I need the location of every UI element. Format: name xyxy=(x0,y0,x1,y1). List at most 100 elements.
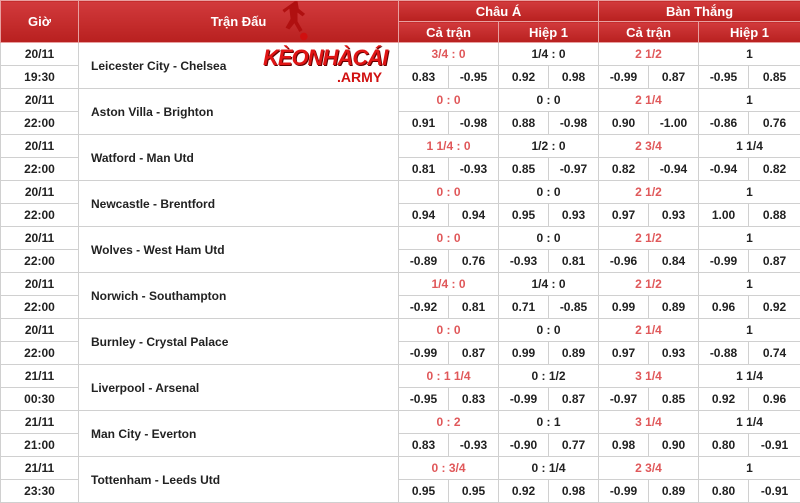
odds-value[interactable]: 0.96 xyxy=(749,388,800,411)
odds-value[interactable]: -0.97 xyxy=(549,158,599,181)
match-teams[interactable]: Tottenham - Leeds Utd xyxy=(79,457,399,503)
odds-value[interactable]: 0.96 xyxy=(699,296,749,319)
odds-value[interactable]: 0.85 xyxy=(749,66,800,89)
odds-value[interactable]: 0.80 xyxy=(699,480,749,503)
odds-value[interactable]: 0.71 xyxy=(499,296,549,319)
odds-value[interactable]: 0.91 xyxy=(399,112,449,135)
odds-value[interactable]: -0.94 xyxy=(699,158,749,181)
odds-value[interactable]: 0.90 xyxy=(649,434,699,457)
odds-value[interactable]: -0.93 xyxy=(449,434,499,457)
odds-value[interactable]: 0.83 xyxy=(449,388,499,411)
match-date: 20/11 xyxy=(1,227,79,250)
over-under: 3 1/4 xyxy=(599,411,699,434)
odds-value[interactable]: -0.94 xyxy=(649,158,699,181)
odds-value[interactable]: -0.97 xyxy=(599,388,649,411)
odds-value[interactable]: 0.89 xyxy=(549,342,599,365)
odds-value[interactable]: 0.77 xyxy=(549,434,599,457)
odds-value[interactable]: 0.95 xyxy=(449,480,499,503)
odds-value[interactable]: 0.81 xyxy=(399,158,449,181)
odds-value[interactable]: -0.99 xyxy=(399,342,449,365)
odds-value[interactable]: 0.81 xyxy=(449,296,499,319)
odds-value[interactable]: 0.97 xyxy=(599,204,649,227)
match-teams[interactable]: Man City - Everton xyxy=(79,411,399,457)
odds-value[interactable]: 0.74 xyxy=(749,342,800,365)
match-teams[interactable]: Watford - Man Utd xyxy=(79,135,399,181)
odds-value[interactable]: -0.95 xyxy=(449,66,499,89)
odds-value[interactable]: -0.98 xyxy=(449,112,499,135)
match-teams[interactable]: Leicester City - Chelsea xyxy=(79,43,399,89)
asian-handicap: 0 : 1 1/4 xyxy=(399,365,499,388)
odds-value[interactable]: 0.83 xyxy=(399,434,449,457)
odds-value[interactable]: 0.93 xyxy=(649,342,699,365)
odds-value[interactable]: -0.99 xyxy=(599,480,649,503)
odds-value[interactable]: 0.98 xyxy=(549,480,599,503)
over-under-half: 1 xyxy=(699,319,800,342)
odds-value[interactable]: 0.94 xyxy=(399,204,449,227)
odds-value[interactable]: 0.90 xyxy=(599,112,649,135)
match-date: 20/11 xyxy=(1,273,79,296)
odds-value[interactable]: -0.99 xyxy=(599,66,649,89)
match-teams[interactable]: Aston Villa - Brighton xyxy=(79,89,399,135)
odds-value[interactable]: -0.91 xyxy=(749,480,800,503)
over-under: 2 3/4 xyxy=(599,135,699,158)
odds-value[interactable]: -1.00 xyxy=(649,112,699,135)
odds-value[interactable]: 0.81 xyxy=(549,250,599,273)
odds-value[interactable]: 1.00 xyxy=(699,204,749,227)
odds-value[interactable]: -0.90 xyxy=(499,434,549,457)
odds-value[interactable]: -0.91 xyxy=(749,434,800,457)
over-under-half: 1 1/4 xyxy=(699,135,800,158)
odds-value[interactable]: -0.85 xyxy=(549,296,599,319)
odds-value[interactable]: 0.99 xyxy=(599,296,649,319)
odds-value[interactable]: 0.87 xyxy=(449,342,499,365)
odds-value[interactable]: 0.92 xyxy=(499,480,549,503)
odds-value[interactable]: 0.87 xyxy=(749,250,800,273)
match-teams[interactable]: Newcastle - Brentford xyxy=(79,181,399,227)
odds-value[interactable]: 0.98 xyxy=(599,434,649,457)
odds-value[interactable]: -0.99 xyxy=(499,388,549,411)
match-row: 21/11 Liverpool - Arsenal 0 : 1 1/4 0 : … xyxy=(1,365,800,388)
asian-handicap-half: 1/4 : 0 xyxy=(499,273,599,296)
odds-value[interactable]: 0.88 xyxy=(749,204,800,227)
over-under-half: 1 xyxy=(699,273,800,296)
odds-value[interactable]: -0.88 xyxy=(699,342,749,365)
odds-value[interactable]: -0.93 xyxy=(449,158,499,181)
match-teams[interactable]: Liverpool - Arsenal xyxy=(79,365,399,411)
odds-value[interactable]: 0.76 xyxy=(749,112,800,135)
match-teams[interactable]: Wolves - West Ham Utd xyxy=(79,227,399,273)
odds-value[interactable]: 0.76 xyxy=(449,250,499,273)
odds-value[interactable]: -0.93 xyxy=(499,250,549,273)
odds-value[interactable]: 0.80 xyxy=(699,434,749,457)
odds-value[interactable]: 0.89 xyxy=(649,296,699,319)
odds-value[interactable]: 0.97 xyxy=(599,342,649,365)
odds-value[interactable]: 0.87 xyxy=(649,66,699,89)
odds-value[interactable]: 0.89 xyxy=(649,480,699,503)
odds-value[interactable]: 0.94 xyxy=(449,204,499,227)
odds-value[interactable]: 0.84 xyxy=(649,250,699,273)
odds-value[interactable]: 0.93 xyxy=(649,204,699,227)
match-teams[interactable]: Norwich - Southampton xyxy=(79,273,399,319)
odds-value[interactable]: 0.82 xyxy=(599,158,649,181)
odds-value[interactable]: 0.83 xyxy=(399,66,449,89)
odds-value[interactable]: -0.95 xyxy=(699,66,749,89)
odds-value[interactable]: -0.98 xyxy=(549,112,599,135)
match-teams[interactable]: Burnley - Crystal Palace xyxy=(79,319,399,365)
odds-value[interactable]: 0.95 xyxy=(499,204,549,227)
odds-value[interactable]: -0.99 xyxy=(699,250,749,273)
odds-value[interactable]: 0.93 xyxy=(549,204,599,227)
odds-value[interactable]: -0.92 xyxy=(399,296,449,319)
odds-value[interactable]: 0.98 xyxy=(549,66,599,89)
odds-value[interactable]: 0.85 xyxy=(499,158,549,181)
odds-value[interactable]: 0.92 xyxy=(499,66,549,89)
odds-value[interactable]: 0.85 xyxy=(649,388,699,411)
odds-value[interactable]: -0.95 xyxy=(399,388,449,411)
odds-value[interactable]: 0.92 xyxy=(749,296,800,319)
odds-value[interactable]: 0.99 xyxy=(499,342,549,365)
odds-value[interactable]: 0.92 xyxy=(699,388,749,411)
odds-value[interactable]: 0.82 xyxy=(749,158,800,181)
odds-value[interactable]: -0.89 xyxy=(399,250,449,273)
odds-value[interactable]: 0.87 xyxy=(549,388,599,411)
odds-value[interactable]: 0.88 xyxy=(499,112,549,135)
odds-value[interactable]: 0.95 xyxy=(399,480,449,503)
odds-value[interactable]: -0.96 xyxy=(599,250,649,273)
odds-value[interactable]: -0.86 xyxy=(699,112,749,135)
